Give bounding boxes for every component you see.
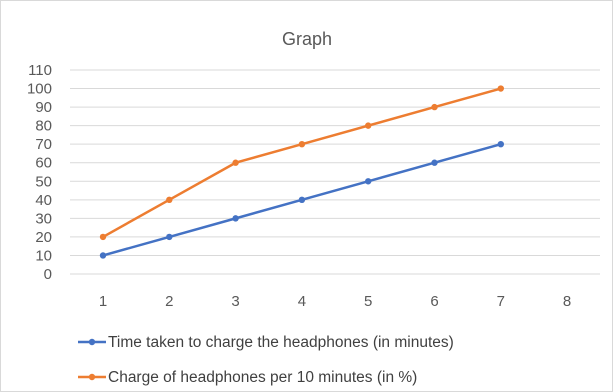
data-point xyxy=(232,215,239,222)
x-axis-ticks: 1 2 3 4 5 6 7 8 xyxy=(99,293,571,310)
data-point xyxy=(99,252,107,259)
legend: Time taken to charge the headphones (in … xyxy=(78,334,454,386)
data-point xyxy=(298,196,306,204)
data-point xyxy=(232,159,239,166)
data-point xyxy=(431,103,438,111)
x-tick-label: 5 xyxy=(364,293,372,310)
legend-swatch-marker xyxy=(88,338,96,346)
data-point xyxy=(99,233,107,241)
x-tick-label: 7 xyxy=(497,293,505,310)
y-tick-label: 50 xyxy=(35,173,52,190)
series-lines xyxy=(101,87,503,257)
y-tick-label: 80 xyxy=(35,118,52,135)
series-points xyxy=(99,85,504,259)
legend-label: Charge of headphones per 10 minutes (in … xyxy=(108,369,417,386)
y-tick-label: 110 xyxy=(28,62,52,79)
x-tick-label: 4 xyxy=(298,293,306,310)
y-tick-label: 100 xyxy=(27,81,52,98)
gridlines xyxy=(70,69,600,275)
data-point xyxy=(298,140,306,148)
data-point xyxy=(365,178,372,185)
x-tick-label: 6 xyxy=(430,293,438,310)
data-point xyxy=(497,140,504,148)
y-tick-label: 90 xyxy=(35,99,52,116)
y-tick-label: 70 xyxy=(35,136,52,153)
legend-label: Time taken to charge the headphones (in … xyxy=(108,334,454,351)
x-tick-label: 8 xyxy=(563,293,571,310)
x-tick-label: 1 xyxy=(99,293,107,310)
data-point xyxy=(166,196,173,204)
chart-title: Graph xyxy=(282,29,332,49)
data-point xyxy=(166,233,173,241)
y-tick-label: 30 xyxy=(35,210,52,227)
legend-swatch-marker xyxy=(88,373,96,381)
x-tick-label: 2 xyxy=(165,293,173,310)
y-tick-label: 40 xyxy=(35,192,52,209)
y-tick-label: 0 xyxy=(44,266,52,283)
x-tick-label: 3 xyxy=(231,293,239,310)
data-point xyxy=(497,85,504,92)
y-tick-label: 60 xyxy=(35,155,52,172)
data-point xyxy=(431,159,438,166)
y-tick-label: 20 xyxy=(35,229,52,246)
data-point xyxy=(365,122,372,129)
y-tick-label: 10 xyxy=(35,247,52,264)
